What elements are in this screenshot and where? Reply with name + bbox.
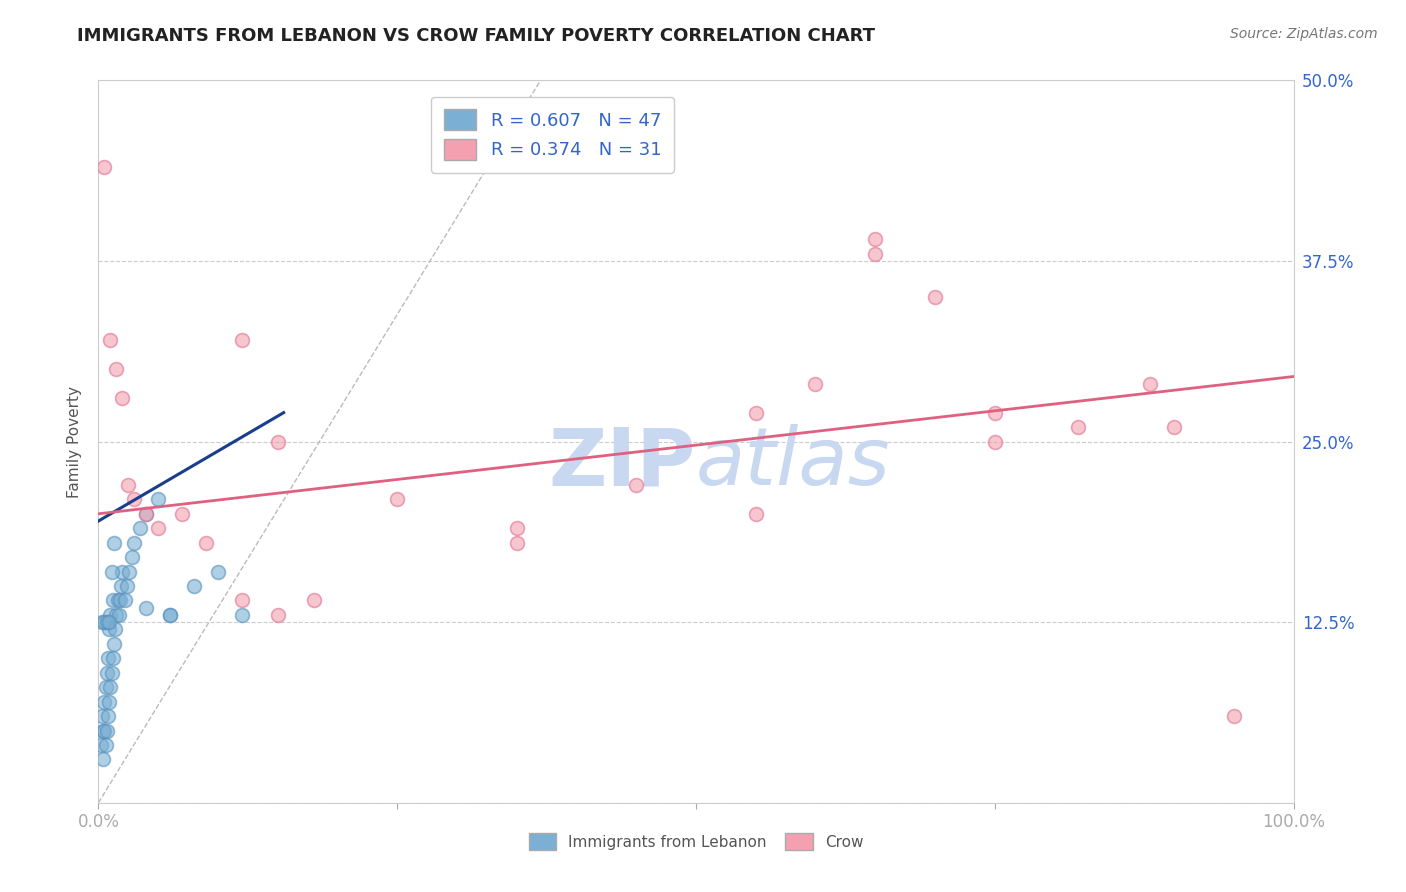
Point [984,434,1007,449]
Point [101,651,124,665]
Point [267,434,290,449]
Point [101,593,124,607]
Point [103,535,125,549]
Point [107,593,129,607]
Point [93,723,115,738]
Point [97,651,120,665]
Point [804,376,827,391]
Point [626,478,648,492]
Point [148,521,170,535]
Point [159,607,181,622]
Point [924,290,946,304]
Point [117,478,139,492]
Point [302,593,325,607]
Point [506,521,529,535]
Point [115,579,138,593]
Point [98,623,121,637]
Point [118,565,141,579]
Point [93,615,115,630]
Point [96,665,118,680]
Point [1139,376,1161,391]
Point [98,334,122,348]
Point [111,391,134,405]
Point [98,615,121,630]
Point [1223,709,1246,723]
Text: Source: ZipAtlas.com: Source: ZipAtlas.com [1230,27,1378,41]
Point [98,680,122,694]
Point [865,232,887,246]
Point [97,709,120,723]
Point [121,550,143,565]
Point [96,615,118,630]
Point [91,752,114,766]
Point [94,738,117,752]
Point [231,593,253,607]
Point [105,362,128,376]
Point [105,607,128,622]
Point [385,492,409,507]
Point [506,535,529,549]
Text: IMMIGRANTS FROM LEBANON VS CROW FAMILY POVERTY CORRELATION CHART: IMMIGRANTS FROM LEBANON VS CROW FAMILY P… [77,27,876,45]
Y-axis label: Family Poverty: Family Poverty [67,385,83,498]
Point [159,607,181,622]
Point [93,160,115,174]
Point [984,406,1007,420]
Point [183,579,205,593]
Point [100,665,122,680]
Point [98,607,122,622]
Point [104,623,127,637]
Point [865,246,887,260]
Point [135,600,157,615]
Legend: Immigrants from Lebanon, Crow: Immigrants from Lebanon, Crow [523,827,869,856]
Point [91,615,114,630]
Point [195,535,218,549]
Point [107,607,129,622]
Text: ZIP: ZIP [548,425,696,502]
Point [114,593,136,607]
Point [267,607,290,622]
Point [96,723,118,738]
Point [91,723,114,738]
Point [90,738,112,752]
Point [124,535,146,549]
Point [1163,420,1185,434]
Point [231,334,253,348]
Point [129,521,152,535]
Point [745,507,768,521]
Point [135,507,157,521]
Point [148,492,170,507]
Point [98,695,121,709]
Point [108,593,131,607]
Point [231,607,253,622]
Point [172,507,194,521]
Point [93,695,115,709]
Point [124,492,146,507]
Point [745,406,768,420]
Text: atlas: atlas [696,425,891,502]
Point [110,579,132,593]
Point [103,637,125,651]
Point [111,565,134,579]
Point [91,709,114,723]
Point [207,565,229,579]
Point [135,507,157,521]
Point [1067,420,1090,434]
Point [94,680,117,694]
Point [100,565,122,579]
